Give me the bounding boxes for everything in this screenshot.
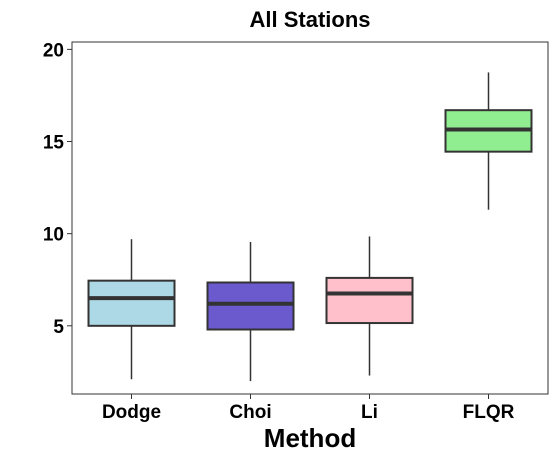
y-axis: 5 10 15 20	[43, 40, 72, 338]
y-tick-label: 5	[53, 317, 64, 338]
y-tick-label: 15	[43, 133, 65, 154]
box-dodge	[87, 239, 176, 380]
x-tick-label: Choi	[229, 402, 271, 423]
chart-title: All Stations	[249, 7, 370, 32]
x-tick-label: Dodge	[102, 402, 161, 423]
x-axis-label: Method	[264, 423, 356, 453]
x-tick-label: FLQR	[463, 402, 515, 423]
plot-panel	[71, 41, 549, 395]
box-body	[325, 276, 414, 325]
y-tick-label: 20	[43, 40, 64, 61]
x-tick-label: Li	[361, 402, 378, 423]
x-axis: Dodge Choi Li FLQR	[102, 394, 515, 423]
box-li	[325, 236, 414, 376]
box-body	[206, 281, 295, 331]
box-series	[87, 72, 533, 382]
box-body	[87, 279, 176, 327]
box-flqr	[444, 72, 533, 210]
y-tick-label: 10	[43, 225, 64, 246]
box-choi	[206, 241, 295, 382]
